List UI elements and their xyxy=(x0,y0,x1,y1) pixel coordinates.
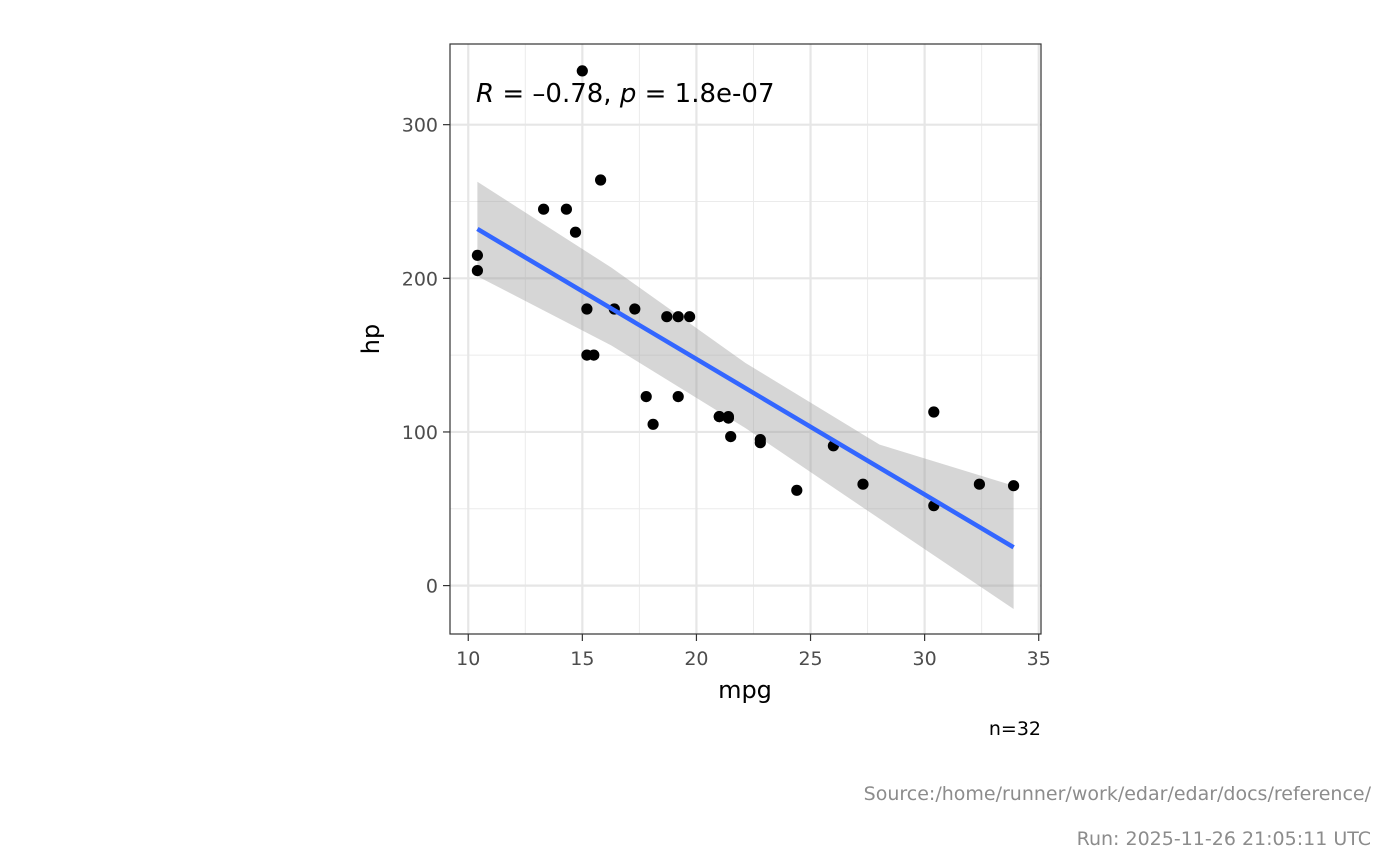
source-caption: Source:/home/runner/work/edar/edar/docs/… xyxy=(864,783,1372,805)
data-point xyxy=(629,303,641,315)
data-point xyxy=(684,311,696,323)
data-point xyxy=(791,484,803,496)
data-point xyxy=(661,311,673,323)
data-point xyxy=(722,412,735,424)
confidence-band xyxy=(477,181,1014,610)
data-point xyxy=(672,391,684,403)
major-gridlines xyxy=(450,44,1041,634)
y-tick-label: 300 xyxy=(402,115,438,137)
data-point xyxy=(713,411,725,423)
y-axis-title: hp xyxy=(357,324,385,354)
r-equals: = xyxy=(494,79,532,109)
data-point xyxy=(647,418,659,430)
y-tick-label: 200 xyxy=(402,268,438,290)
data-point xyxy=(581,303,593,315)
data-point xyxy=(595,174,607,186)
x-tick-label: 10 xyxy=(456,648,480,670)
data-point xyxy=(471,265,483,277)
x-axis-title: mpg xyxy=(718,676,772,704)
regression-line xyxy=(476,227,1015,550)
data-point xyxy=(581,349,593,361)
p-value: 1.8e-07 xyxy=(675,79,775,109)
p-equals: = xyxy=(636,79,674,109)
panel-border xyxy=(449,43,1042,635)
data-point xyxy=(560,203,573,215)
data-point xyxy=(973,478,986,490)
x-tick-label: 15 xyxy=(570,648,594,670)
data-point xyxy=(471,249,483,261)
data-point xyxy=(754,434,766,446)
y-axis-ticks: 0 100 200 300 xyxy=(402,115,450,598)
data-point xyxy=(640,391,652,403)
y-tick-label: 100 xyxy=(402,422,438,444)
x-tick-label: 30 xyxy=(913,648,937,670)
x-tick-label: 25 xyxy=(798,648,822,670)
data-point xyxy=(672,311,684,323)
data-point xyxy=(576,65,588,77)
minor-gridlines xyxy=(450,44,1041,634)
data-point xyxy=(928,406,940,418)
r-value: –0.78, xyxy=(532,79,611,109)
x-tick-label: 20 xyxy=(684,648,708,670)
x-axis-ticks: 10 15 20 25 30 35 xyxy=(456,634,1051,670)
data-point xyxy=(725,431,737,443)
x-tick-label: 35 xyxy=(1027,648,1051,670)
run-timestamp: Run: 2025-11-26 21:05:11 UTC xyxy=(1077,828,1371,850)
p-symbol: p xyxy=(619,79,637,109)
data-point xyxy=(857,478,869,490)
correlation-annotation: R = –0.78, p = 1.8e-07 xyxy=(476,79,774,109)
data-point xyxy=(569,226,582,238)
data-point xyxy=(538,203,550,215)
data-point xyxy=(1008,480,1020,492)
r-symbol: R xyxy=(476,79,494,109)
sample-size-caption: n=32 xyxy=(989,718,1041,740)
y-tick-label: 0 xyxy=(426,576,438,598)
